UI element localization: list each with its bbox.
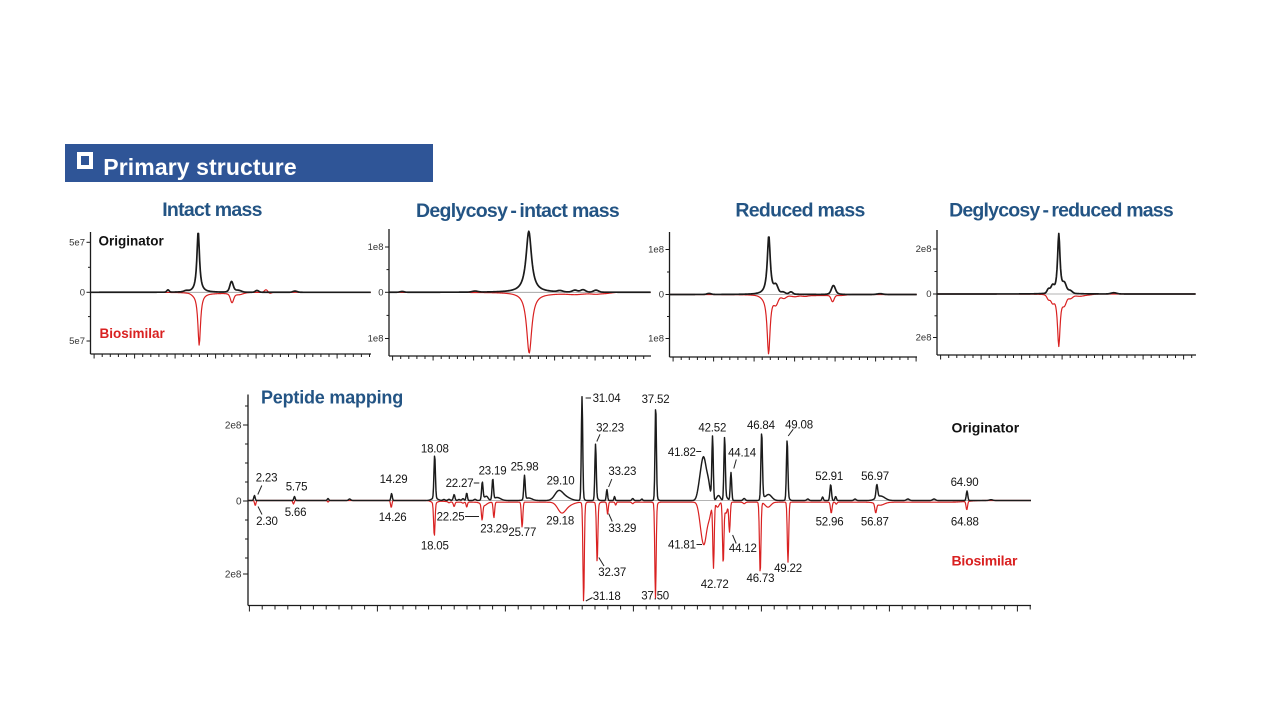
svg-text:52.96: 52.96 — [816, 516, 844, 528]
svg-text:25.77: 25.77 — [508, 527, 536, 539]
svg-text:Originator: Originator — [952, 420, 1020, 436]
svg-text:31.04: 31.04 — [593, 393, 622, 405]
svg-text:22.25: 22.25 — [437, 512, 465, 524]
svg-text:52.91: 52.91 — [815, 471, 843, 483]
svg-text:0: 0 — [236, 497, 242, 508]
svg-text:5e7: 5e7 — [69, 238, 85, 249]
svg-text:Deglycosy - intact mass: Deglycosy - intact mass — [416, 200, 620, 222]
svg-text:1e8: 1e8 — [648, 334, 664, 345]
svg-text:Reduced mass: Reduced mass — [735, 200, 865, 222]
svg-text:33.23: 33.23 — [608, 466, 636, 478]
svg-text:18.08: 18.08 — [421, 444, 449, 456]
svg-text:Biosimilar: Biosimilar — [952, 552, 1018, 568]
svg-text:5e7: 5e7 — [69, 336, 85, 347]
svg-text:32.37: 32.37 — [598, 567, 626, 579]
svg-text:46.73: 46.73 — [747, 573, 775, 585]
svg-text:0: 0 — [659, 290, 664, 301]
svg-text:Biosimilar: Biosimilar — [100, 326, 166, 341]
svg-text:46.84: 46.84 — [747, 420, 776, 432]
svg-text:31.18: 31.18 — [593, 591, 621, 603]
svg-text:2e8: 2e8 — [225, 570, 242, 581]
svg-text:41.82: 41.82 — [668, 447, 696, 459]
svg-text:Peptide mapping: Peptide mapping — [261, 388, 403, 408]
svg-text:0: 0 — [80, 288, 85, 299]
svg-text:2e8: 2e8 — [916, 333, 932, 344]
svg-text:1e8: 1e8 — [368, 242, 384, 253]
svg-text:32.23: 32.23 — [596, 423, 624, 435]
svg-text:18.05: 18.05 — [421, 541, 449, 553]
svg-text:29.10: 29.10 — [547, 476, 575, 488]
svg-text:64.88: 64.88 — [951, 516, 979, 528]
svg-text:2e8: 2e8 — [225, 421, 242, 432]
svg-text:0: 0 — [926, 289, 931, 300]
svg-text:44.12: 44.12 — [729, 543, 757, 555]
svg-text:0: 0 — [378, 288, 383, 299]
svg-text:29.18: 29.18 — [546, 516, 574, 528]
svg-text:2e8: 2e8 — [916, 244, 932, 255]
svg-text:2.30: 2.30 — [256, 516, 278, 528]
svg-text:23.29: 23.29 — [480, 523, 508, 535]
svg-text:1e8: 1e8 — [648, 245, 664, 256]
svg-text:64.90: 64.90 — [951, 477, 979, 489]
svg-text:23.19: 23.19 — [479, 466, 507, 478]
svg-text:44.14: 44.14 — [728, 448, 757, 460]
svg-text:22.27: 22.27 — [446, 478, 474, 490]
svg-text:37.52: 37.52 — [642, 394, 670, 406]
svg-text:Originator: Originator — [99, 234, 165, 249]
svg-text:49.22: 49.22 — [774, 563, 802, 575]
svg-text:1e8: 1e8 — [368, 334, 384, 345]
svg-text:37.50: 37.50 — [641, 591, 669, 603]
svg-text:42.52: 42.52 — [698, 423, 726, 435]
svg-text:56.97: 56.97 — [861, 471, 889, 483]
svg-text:14.26: 14.26 — [379, 512, 407, 524]
svg-text:49.08: 49.08 — [785, 419, 813, 431]
svg-text:Intact mass: Intact mass — [162, 199, 262, 221]
svg-text:5.75: 5.75 — [286, 482, 308, 494]
svg-text:41.81: 41.81 — [668, 540, 696, 552]
svg-text:5.66: 5.66 — [285, 507, 307, 519]
svg-text:42.72: 42.72 — [701, 579, 729, 591]
svg-text:25.98: 25.98 — [511, 462, 539, 474]
svg-text:14.29: 14.29 — [380, 474, 408, 486]
svg-text:2.23: 2.23 — [256, 473, 278, 485]
svg-text:33.29: 33.29 — [608, 523, 636, 535]
svg-text:Deglycosy - reduced mass: Deglycosy - reduced mass — [949, 200, 1174, 222]
svg-text:56.87: 56.87 — [861, 516, 889, 528]
